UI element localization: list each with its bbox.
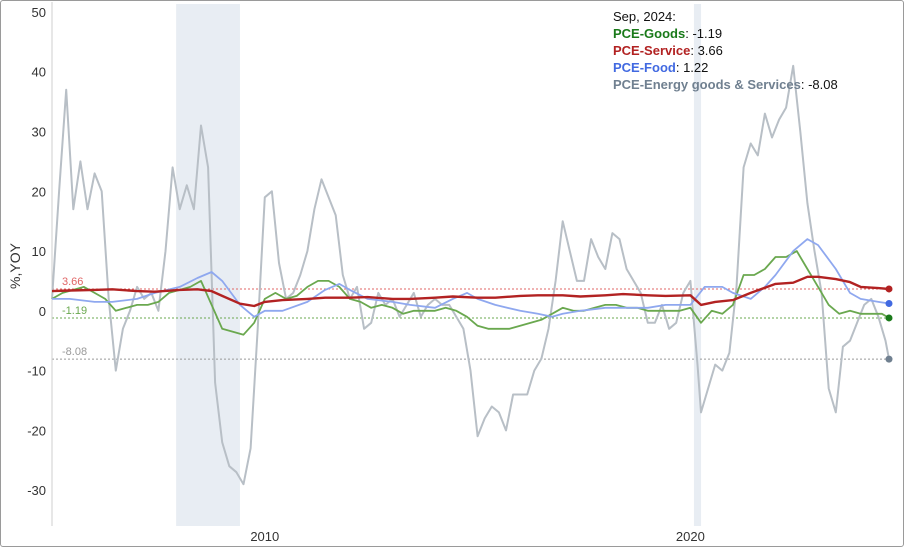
- legend-value-service: 3.66: [697, 43, 723, 58]
- end-marker-0: [885, 355, 893, 363]
- legend-name-food: PCE-Food: [613, 60, 676, 75]
- reference-label: 3.66: [62, 276, 83, 288]
- end-marker-1: [885, 314, 893, 322]
- legend-value-energy: -8.08: [808, 77, 838, 92]
- legend-date: Sep, 2024:: [613, 9, 676, 24]
- legend-item-service: PCE-Service: 3.66: [613, 43, 723, 58]
- legend-value-food: 1.22: [683, 60, 709, 75]
- end-marker-3: [885, 285, 893, 293]
- end-markers: [885, 285, 893, 363]
- recession-band-0: [176, 4, 240, 526]
- y-tick-label: 20: [32, 184, 46, 199]
- legend-name-service: PCE-Service: [613, 43, 691, 58]
- reference-label: -8.08: [62, 346, 87, 358]
- legend-item-energy: PCE-Energy goods & Services: -8.08: [613, 77, 838, 92]
- series-line-3: [51, 275, 890, 308]
- recession-band-1: [693, 4, 702, 526]
- hover-legend: Sep, 2024: PCE-Goods: -1.19 PCE-Service:…: [613, 8, 838, 93]
- legend-item-goods: PCE-Goods: -1.19: [613, 26, 723, 41]
- recession-shading: [176, 4, 702, 526]
- legend-name-energy: PCE-Energy goods & Services: [613, 77, 801, 92]
- reference-lines: 3.66 -1.19 -8.08: [52, 276, 889, 360]
- y-tick-label: 10: [32, 244, 46, 259]
- series-lines: [51, 64, 890, 486]
- x-tick-label: 2010: [250, 529, 279, 544]
- y-axis-label: %,YOY: [7, 242, 23, 289]
- y-tick-label: -30: [27, 483, 46, 498]
- series-line-2: [52, 238, 890, 318]
- series-line-0: [51, 64, 890, 486]
- y-tick-label: -10: [27, 364, 46, 379]
- y-tick-label: 0: [39, 304, 46, 319]
- legend-name-goods: PCE-Goods: [613, 26, 686, 41]
- series-line-1: [51, 250, 890, 336]
- y-tick-label: -20: [27, 423, 46, 438]
- y-tick-label: 30: [32, 125, 46, 140]
- y-tick-label: 50: [32, 5, 46, 20]
- legend-value-goods: -1.19: [692, 26, 723, 41]
- end-marker-2: [885, 300, 893, 308]
- legend-item-food: PCE-Food: 1.22: [613, 60, 709, 75]
- y-tick-label: 40: [32, 65, 46, 80]
- reference-label: -1.19: [62, 305, 87, 317]
- x-tick-label: 2020: [676, 529, 705, 544]
